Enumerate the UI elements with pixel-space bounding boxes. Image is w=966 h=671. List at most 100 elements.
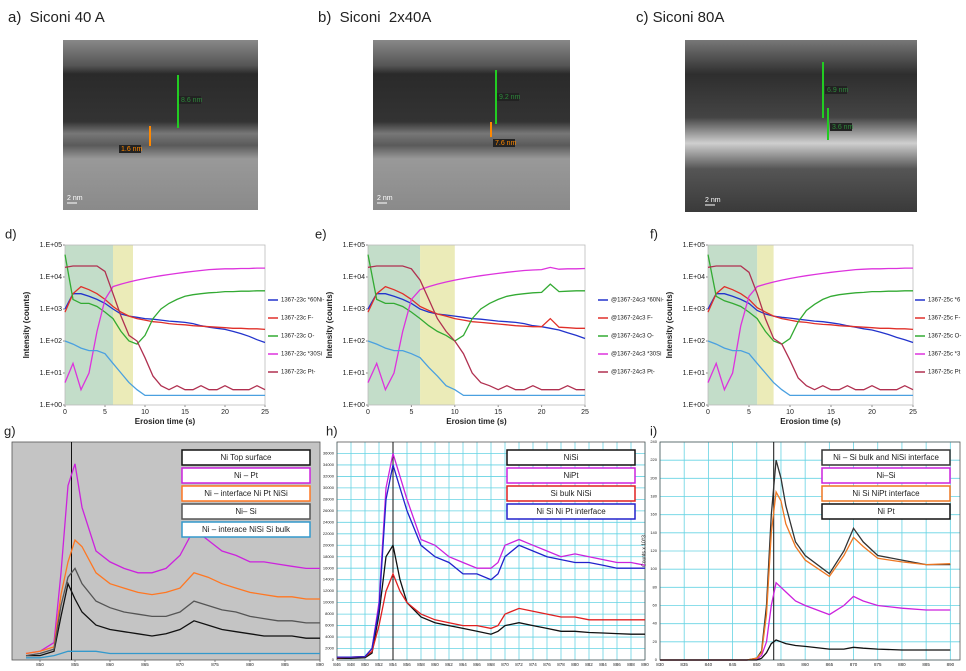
y-tick-label: 60 xyxy=(653,603,658,608)
annotation: 7.6 nm xyxy=(495,140,517,147)
x-tick-label: 850 xyxy=(36,662,44,667)
x-tick-label: 860 xyxy=(431,662,439,667)
y-tick-label: 32000 xyxy=(323,473,335,478)
legend-label: Ni – interface Ni Pt NiSi xyxy=(204,489,288,498)
tem-image xyxy=(685,40,917,212)
x-tick-label: 855 xyxy=(71,662,79,667)
plot-frame xyxy=(659,441,961,661)
x-tick-label: 0 xyxy=(706,409,710,416)
series-line xyxy=(707,340,913,397)
y-tick-label: 1.E+04 xyxy=(683,274,705,281)
y-axis-label: Intensity (counts) xyxy=(665,291,674,358)
x-tick-label: 856 xyxy=(403,662,411,667)
panel-label: f) xyxy=(650,226,658,241)
x-tick-label: 835 xyxy=(680,662,688,667)
legend-label: Ni–Si xyxy=(876,471,895,480)
legend-box xyxy=(181,485,311,502)
shaded-span xyxy=(113,245,133,405)
legend-box xyxy=(506,503,636,520)
y-axis-label: Intensity (counts) xyxy=(22,291,31,358)
y-tick-label: 1.E+02 xyxy=(40,338,62,345)
y-tick-label: 6000 xyxy=(325,623,335,628)
legend-label: @1367-24c3 O- xyxy=(611,334,654,340)
tem-image xyxy=(63,40,258,210)
series-line xyxy=(64,254,265,345)
plot-frame xyxy=(367,244,586,406)
legend-label: @1367-24c3 Pt- xyxy=(611,370,655,376)
x-tick-label: 890 xyxy=(947,662,955,667)
legend-label: 1367-23c Pt- xyxy=(281,370,315,376)
x-axis-label: Erosion time (s) xyxy=(446,417,507,426)
annotation-bg xyxy=(119,145,141,153)
x-tick-label: 20 xyxy=(221,409,229,416)
image-label: b) Siconi 2x40A xyxy=(318,9,431,26)
x-tick-label: 872 xyxy=(515,662,523,667)
legend-label: 1367-25c F- xyxy=(928,316,960,322)
series-line xyxy=(64,267,265,392)
legend-label: Ni Si NiPt interface xyxy=(852,489,920,498)
y-tick-label: 0 xyxy=(655,657,658,662)
panel-label: h) xyxy=(326,423,338,438)
x-tick-label: 852 xyxy=(375,662,383,667)
y-tick-label: 160 xyxy=(650,512,657,517)
y-tick-label: 1.E+03 xyxy=(683,306,705,313)
x-tick-label: 20 xyxy=(868,409,876,416)
y-tick-label: 18000 xyxy=(323,554,335,559)
series-line xyxy=(26,581,320,657)
y-tick-label: 220 xyxy=(650,457,657,462)
y-tick-label: 10000 xyxy=(323,600,335,605)
x-tick-label: 845 xyxy=(729,662,737,667)
y-tick-label: 140 xyxy=(650,530,657,535)
series-line xyxy=(64,293,266,344)
x-tick-label: 25 xyxy=(581,409,589,416)
annotation: 3.6 nm xyxy=(832,124,854,131)
tem-image xyxy=(373,40,570,210)
legend-box xyxy=(821,503,951,520)
x-tick-label: 0 xyxy=(63,409,67,416)
legend-label: 1367-23c *60Ni- xyxy=(281,298,324,304)
legend-box xyxy=(506,467,636,484)
legend-box xyxy=(181,449,311,466)
y-tick-label: 24000 xyxy=(323,519,335,524)
legend-box xyxy=(821,449,951,466)
y-axis-label: Intensity (counts) xyxy=(325,291,334,358)
y-tick-label: 26000 xyxy=(323,508,335,513)
legend-label: Ni Pt xyxy=(877,507,895,516)
legend-label: Ni Top surface xyxy=(221,453,273,462)
x-tick-label: 878 xyxy=(557,662,565,667)
x-tick-label: 854 xyxy=(389,662,397,667)
x-tick-label: 840 xyxy=(705,662,713,667)
plot-frame xyxy=(707,244,914,406)
x-tick-label: 25 xyxy=(909,409,917,416)
series-line xyxy=(64,285,266,331)
x-tick-label: 850 xyxy=(753,662,761,667)
x-tick-label: 15 xyxy=(827,409,835,416)
x-tick-label: 882 xyxy=(585,662,593,667)
x-tick-label: 860 xyxy=(801,662,809,667)
series-line xyxy=(26,650,320,659)
y-tick-label: 1.E+03 xyxy=(343,306,365,313)
y-tick-label: 1.E+04 xyxy=(343,274,365,281)
series-line xyxy=(707,265,914,391)
legend-label: Ni – interace NiSi Si bulk xyxy=(202,525,291,534)
y-tick-label: 20 xyxy=(653,639,658,644)
y-tick-label: 1.E+01 xyxy=(343,370,365,377)
annotation: 1.6 nm xyxy=(121,146,143,153)
x-axis-label: Erosion time (s) xyxy=(780,417,841,426)
x-tick-label: 865 xyxy=(141,662,149,667)
plot-frame xyxy=(11,441,321,661)
x-tick-label: 10 xyxy=(141,409,149,416)
legend-label: 1367-23c O- xyxy=(281,334,314,340)
series-line xyxy=(660,639,951,661)
legend-label: 1367-25c *6 xyxy=(928,298,961,304)
x-tick-label: 15 xyxy=(494,409,502,416)
x-axis-label: Erosion time (s) xyxy=(135,417,196,426)
y-tick-label: 22000 xyxy=(323,531,335,536)
x-tick-label: 864 xyxy=(459,662,467,667)
y-tick-label: 1.E+00 xyxy=(343,402,365,409)
legend-label: NiPt xyxy=(563,471,579,480)
x-tick-label: 865 xyxy=(826,662,834,667)
x-tick-label: 884 xyxy=(599,662,607,667)
legend-label: 1367-23c F- xyxy=(281,316,313,322)
